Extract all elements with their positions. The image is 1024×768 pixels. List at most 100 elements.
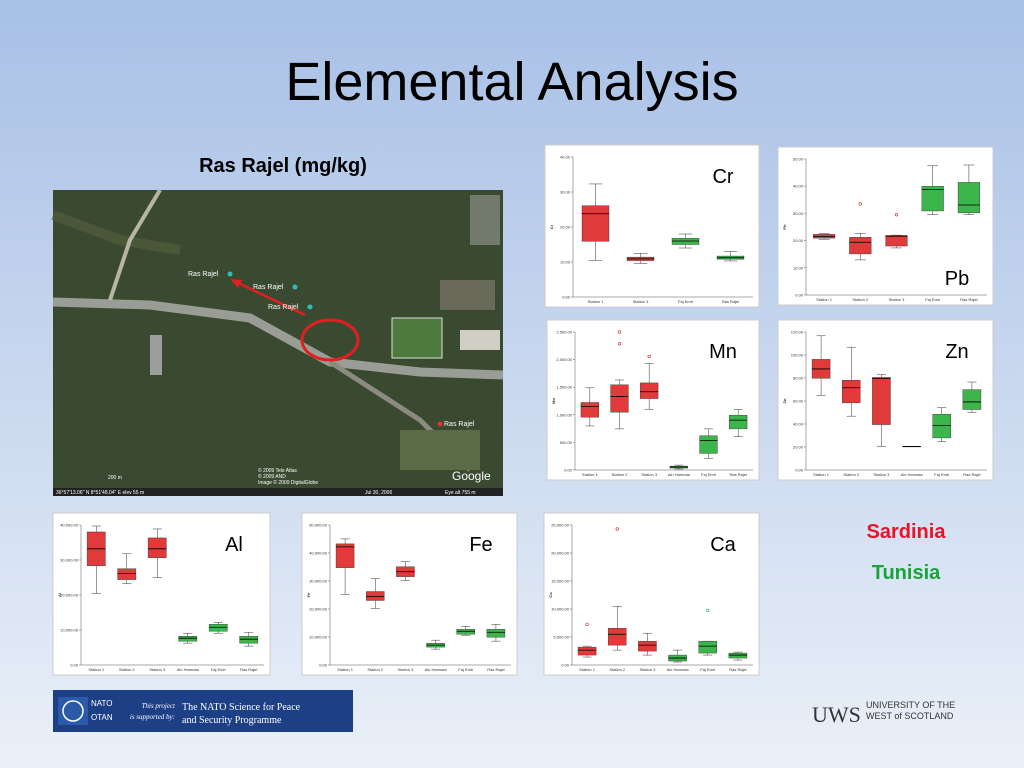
box — [147, 537, 167, 558]
box — [640, 382, 659, 399]
map-place-label: Ras Rajel — [268, 304, 299, 311]
x-tick-label: Station 3 — [633, 299, 650, 304]
box — [486, 629, 506, 638]
x-tick-label: Station 1 — [588, 299, 605, 304]
y-tick-label: 20,000.00 — [309, 607, 328, 612]
y-tick-label: 60.00 — [793, 399, 804, 404]
map-coords: 36°57'13.06" N 8°51'48.04" E elev 55 m — [56, 490, 144, 496]
y-tick-label: 50.00 — [793, 157, 804, 162]
y-tick-label: 25,000.00 — [551, 523, 570, 528]
outlier — [617, 342, 622, 346]
x-tick-label: Ras Rajel — [729, 472, 746, 477]
map-scale: 200 m — [108, 475, 122, 481]
box — [957, 182, 980, 214]
box — [335, 543, 355, 568]
y-tick-label: 80.00 — [793, 376, 804, 381]
otan-text: OTAN — [91, 713, 113, 722]
x-tick-label: Faj Emh — [211, 667, 226, 672]
x-tick-label: Ras Rajel — [722, 299, 739, 304]
y-tick-label: 0.00 — [319, 663, 328, 668]
programme-text: and Security Programme — [182, 715, 282, 726]
box — [178, 636, 198, 642]
map-brand: Google — [452, 469, 491, 483]
box — [239, 636, 259, 644]
x-tick-label: Station 3 — [874, 472, 891, 477]
chart-label: Ca — [710, 534, 736, 556]
y-tick-label: 15,000.00 — [551, 579, 570, 584]
y-tick-label: 20,000.00 — [551, 551, 570, 556]
x-tick-label: Faj Emh — [700, 667, 715, 672]
chart-panel — [544, 144, 760, 308]
y-tick-label: 40.00 — [793, 422, 804, 427]
y-tick-label: 0.00 — [795, 468, 804, 473]
y-tick-label: 2,500.00 — [556, 330, 572, 335]
y-tick-label: 50,000.00 — [309, 523, 328, 528]
chart-label: Zn — [945, 341, 968, 363]
y-tick-label: 500.00 — [560, 440, 573, 445]
box — [608, 628, 627, 646]
x-tick-label: Faj Emh — [678, 299, 693, 304]
outlier — [894, 213, 899, 217]
x-tick-label: Ras Rajel — [960, 297, 977, 302]
programme-text: The NATO Science for Peace — [182, 702, 301, 713]
y-axis-label: Zn — [782, 398, 787, 403]
y-tick-label: 120.00 — [791, 330, 804, 335]
map-pin — [227, 271, 233, 277]
chart-label: Cr — [712, 166, 733, 188]
chart-panel — [777, 146, 994, 306]
box — [872, 377, 891, 425]
y-tick-label: 30.00 — [793, 211, 804, 216]
map-credit: © 2009 AND — [258, 473, 286, 480]
map-credit: © 2009 Tele Atlas — [258, 467, 297, 474]
box — [581, 205, 610, 242]
y-tick-label: 20.00 — [560, 225, 571, 230]
x-tick-label: Faj Emh — [925, 297, 940, 302]
y-axis-label: Mn — [551, 398, 556, 404]
y-tick-label: 0.00 — [561, 663, 570, 668]
y-tick-label: 1,500.00 — [556, 385, 572, 390]
y-tick-label: 20,000.00 — [60, 593, 79, 598]
x-tick-label: Station 3 — [640, 667, 657, 672]
box — [610, 384, 629, 413]
y-tick-label: 0.00 — [70, 663, 79, 668]
box — [580, 402, 599, 418]
map-place-label: Ras Rajel — [444, 421, 475, 428]
chart-label: Fe — [469, 534, 492, 556]
y-tick-label: 1,000.00 — [556, 412, 572, 417]
y-tick-label: 30,000.00 — [60, 558, 79, 563]
box — [729, 414, 748, 430]
x-tick-label: Station 3 — [149, 667, 166, 672]
x-tick-label: Station 3 — [641, 472, 658, 477]
box — [728, 652, 748, 659]
uws-mark: UWS — [812, 702, 861, 727]
x-tick-label: Ain Hamraia — [668, 472, 691, 477]
y-axis-label: Pb — [782, 224, 787, 230]
x-tick-label: Ain Hamraia — [425, 667, 448, 672]
x-tick-label: Ain Hamraia — [901, 472, 924, 477]
nato-text: NATO — [91, 699, 112, 708]
x-tick-label: Ras Rajel — [963, 472, 980, 477]
y-tick-label: 40.00 — [560, 155, 571, 160]
y-tick-label: 20.00 — [793, 238, 804, 243]
x-tick-label: Ras Rajel — [487, 667, 504, 672]
x-tick-label: Faj Emh — [701, 472, 716, 477]
uws-logo: UWS UNIVERSITY OF THE WEST of SCOTLAND — [812, 700, 955, 727]
x-tick-label: Station 2 — [843, 472, 860, 477]
y-axis-label: Al — [57, 593, 62, 597]
y-tick-label: 10,000.00 — [551, 607, 570, 612]
legend-entry: Tunisia — [872, 562, 941, 584]
map-pin — [307, 304, 313, 310]
legend: Sardinia Tunisia — [867, 521, 947, 584]
x-tick-label: Station 1 — [582, 472, 599, 477]
chart-label: Mn — [709, 341, 737, 363]
nato-banner: NATO OTAN This project is supported by: … — [53, 690, 353, 732]
y-tick-label: 5,000.00 — [553, 635, 569, 640]
x-tick-label: Station 1 — [88, 667, 105, 672]
x-tick-label: Station 3 — [889, 297, 906, 302]
x-tick-label: Ain Hamraia — [667, 667, 690, 672]
map-pin — [437, 421, 443, 427]
subtitle: Ras Rajel (mg/kg) — [199, 155, 367, 177]
y-axis-label: Ca — [548, 592, 553, 598]
box — [885, 235, 908, 247]
outlier — [617, 330, 622, 334]
